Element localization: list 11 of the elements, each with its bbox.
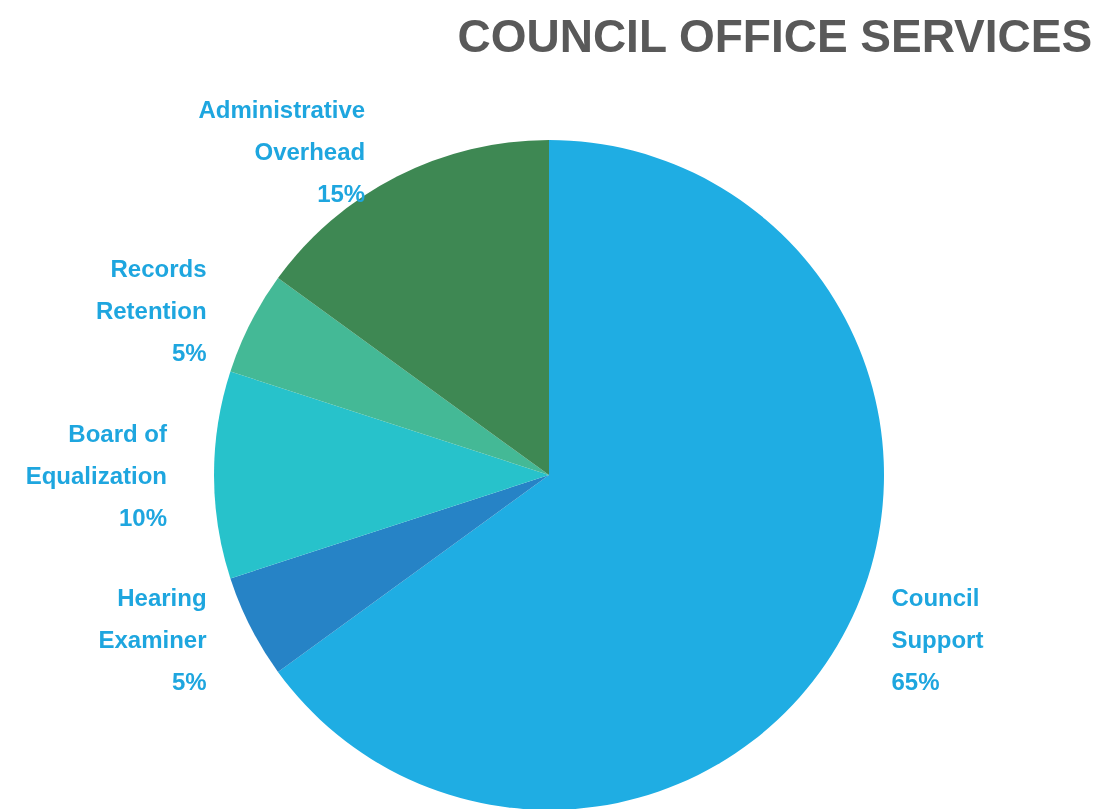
data-label: 5% (171, 338, 207, 366)
slice-label: Records Retention (95, 254, 207, 324)
chart-title: COUNCIL OFFICE SERVICES (457, 10, 1093, 62)
data-label: 5% (171, 668, 207, 696)
slice-label: Board of Equalization (25, 419, 168, 489)
slice-label: Administrative Overhead (198, 96, 366, 166)
slice-label: Hearing Examiner (98, 584, 207, 654)
data-label: 10% (118, 503, 167, 531)
slice-label: Council Support (891, 584, 984, 654)
data-label: 15% (317, 180, 366, 208)
data-label: 65% (891, 668, 940, 696)
